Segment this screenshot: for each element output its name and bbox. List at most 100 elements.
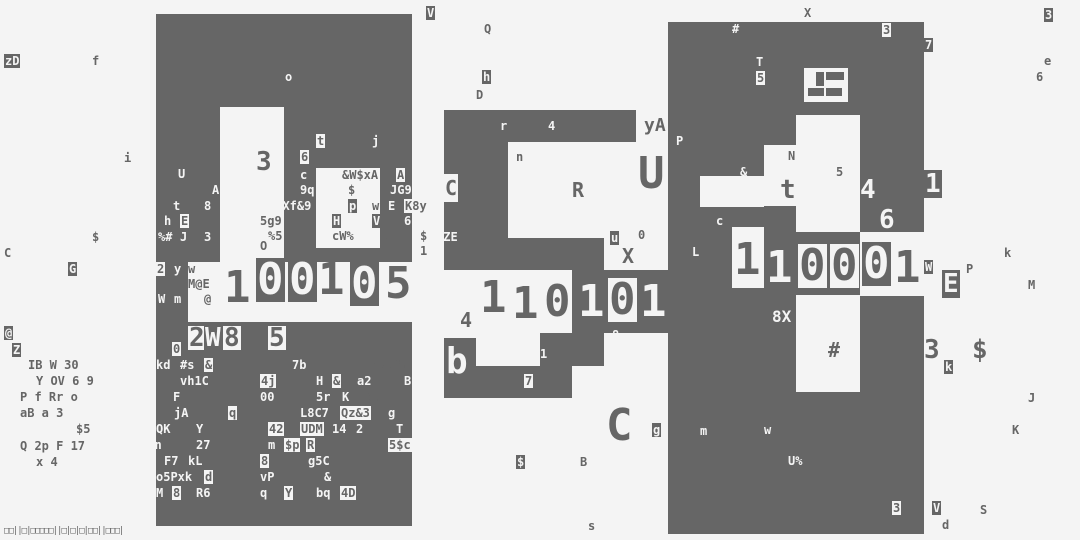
glyph: cW%: [332, 229, 354, 243]
glyph: $5: [76, 422, 91, 436]
glyph: %5: [268, 229, 283, 243]
glyph: r: [500, 119, 508, 133]
glyph: 9q: [300, 183, 315, 197]
glyph: K8y: [404, 199, 428, 213]
middle-shape: [540, 333, 604, 366]
glyph: 2: [356, 422, 364, 436]
right-cutout: [732, 227, 764, 288]
glyph: t: [780, 175, 796, 205]
glyph: 1: [512, 278, 539, 329]
glyph: U%: [788, 454, 803, 468]
glyph: Uqn: [140, 438, 162, 452]
glyph: @: [204, 292, 212, 306]
glyph: 3: [892, 501, 902, 515]
glyph: R: [306, 438, 316, 452]
glyph: 0: [350, 258, 379, 309]
glyph: g: [388, 406, 396, 420]
glyph: a2: [356, 374, 373, 388]
glyph: H: [332, 214, 342, 228]
glyph: 8: [172, 486, 182, 500]
glyph: &: [740, 165, 748, 179]
glyph: n: [516, 150, 524, 164]
footer-strip: □□||□|□□□□□||□|□|□|□□||□□□|: [4, 526, 124, 536]
glyph: m: [700, 424, 708, 438]
glyph: d: [204, 470, 214, 484]
glyph: 5r: [316, 390, 331, 404]
glyph: 0: [288, 254, 317, 305]
glyph: z: [924, 86, 932, 100]
glyph: 3: [924, 335, 940, 365]
glyph: V: [932, 501, 942, 515]
glyph: 6: [879, 205, 895, 235]
glyph: R6: [196, 486, 211, 500]
glyph: 6: [404, 214, 412, 228]
glyph: 6zu6V: [372, 358, 409, 372]
glyph: Z: [12, 343, 22, 357]
glyph: D: [476, 88, 484, 102]
glyph: m: [174, 292, 182, 306]
right-cutout: [796, 115, 860, 232]
glyph: k: [1004, 246, 1012, 260]
glyph: zD: [4, 54, 21, 68]
glyph: J: [1028, 391, 1036, 405]
glyph: 0: [608, 274, 637, 325]
glyph: UDM: [300, 422, 324, 436]
glyph: 8: [204, 199, 212, 213]
glyph: X: [622, 244, 635, 268]
glyph: q: [228, 406, 238, 420]
glyph: O: [260, 239, 268, 253]
glyph: jA: [174, 406, 189, 420]
middle-shape: [444, 238, 604, 270]
glyph: K: [1012, 423, 1020, 437]
glyph: ZZE: [436, 230, 458, 244]
glyph: T: [756, 55, 764, 69]
right-cutout: [700, 176, 764, 207]
glyph: x 4: [36, 455, 58, 469]
window-grid-icon: [804, 68, 848, 102]
glyph: #a: [366, 390, 381, 404]
glyph: 1: [924, 169, 942, 199]
left-cutout: [220, 107, 284, 263]
glyph: M@E: [188, 277, 210, 291]
glyph: aB a 3: [20, 406, 64, 420]
glyph: q: [260, 486, 268, 500]
glyph: &W$xA: [342, 168, 379, 182]
glyph: m: [268, 438, 276, 452]
glyph: i: [124, 151, 132, 165]
glyph: V: [372, 214, 382, 228]
glyph: 1: [640, 276, 667, 327]
glyph: W: [158, 292, 166, 306]
glyph: 8X: [772, 307, 792, 326]
glyph: $: [92, 230, 100, 244]
glyph: 5g9: [260, 214, 282, 228]
glyph: w: [188, 262, 196, 276]
glyph: t: [173, 199, 181, 213]
glyph: h: [482, 70, 492, 84]
glyph: 7b: [292, 358, 307, 372]
glyph: %#: [158, 230, 173, 244]
glyph: V: [426, 6, 436, 20]
glyph: Q 2p F 17: [20, 439, 86, 453]
glyph: $: [972, 335, 988, 365]
glyph: #: [732, 22, 740, 36]
glyph: p: [348, 199, 358, 213]
glyph: w: [764, 423, 772, 437]
glyph: 4: [460, 308, 473, 332]
glyph: y: [174, 262, 182, 276]
glyph: 1: [480, 272, 507, 323]
glyph: s: [588, 519, 596, 533]
glyph: F: [173, 390, 181, 404]
glyph: g5C: [308, 454, 330, 468]
glyph: $: [420, 229, 428, 243]
glyph: t: [316, 134, 326, 148]
glyph: 5: [268, 323, 286, 353]
glyph: &: [204, 358, 214, 372]
glyph: 1: [734, 234, 761, 285]
glyph: S: [980, 503, 988, 517]
glyph: 3: [256, 147, 272, 177]
glyph: 4j: [260, 374, 277, 388]
glyph: 4D: [340, 486, 357, 500]
glyph: 3: [882, 23, 892, 37]
glyph: P: [966, 262, 974, 276]
glyph: kL: [188, 454, 203, 468]
